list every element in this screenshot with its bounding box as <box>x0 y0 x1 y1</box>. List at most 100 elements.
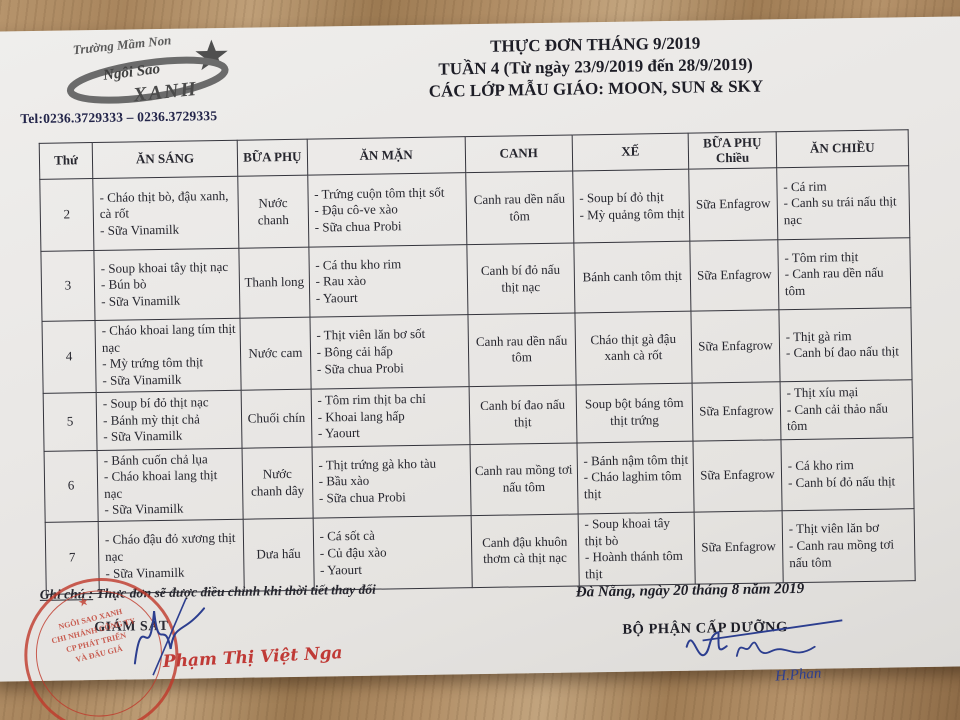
menu-item-line: - Sữa Vinamilk <box>102 371 182 388</box>
cell-day: 5 <box>43 392 98 451</box>
cell-bua-phu: Dưa hấu <box>243 518 314 591</box>
cell-an-chieu: - Thịt xíu mại - Canh cải thảo nấu tôm <box>779 379 913 440</box>
menu-item-line: - Sữa chua Probi <box>318 489 406 506</box>
menu-item-line: - Canh bí đao nấu thịt <box>785 343 900 361</box>
menu-item-line: - Sữa Vinamilk <box>103 427 183 445</box>
supervisor-signature-ink <box>133 598 206 676</box>
menu-item-line: - Soup khoai tây thịt nạc <box>100 258 229 276</box>
menu-item-line: - Mỳ trứng tôm thịt <box>102 354 204 372</box>
cell-canh: Canh bí đao nấu thịt <box>468 384 577 445</box>
document-title-block: THỰC ĐƠN THÁNG 9/2019 TUẦN 4 (Từ ngày 23… <box>315 30 876 105</box>
menu-item-line: - Cháo thịt bò, đậu xanh, cà rốt <box>99 187 229 222</box>
menu-item-line: - Canh bí đỏ nấu thịt <box>787 473 896 490</box>
kitchen-dept-signature-ink <box>685 619 843 657</box>
cell-bua-phu: Nước chanh dây <box>242 446 313 520</box>
menu-item-line: - Thịt gà rim <box>785 327 852 344</box>
menu-table-row: 6- Bánh cuốn chả lụa - Cháo khoai lang th… <box>44 437 915 523</box>
cell-canh: Canh rau mồng tơi nấu tôm <box>469 442 578 516</box>
cell-bua-phu-chieu: Sữa Enfagrow <box>691 309 780 383</box>
logo-name-line1: Ngôi Sao <box>101 61 161 84</box>
cell-bua-phu-chieu: Sữa Enfagrow <box>689 239 779 312</box>
cell-canh: Canh rau dền nấu tôm <box>465 171 574 245</box>
menu-item-line: - Cháo đậu đỏ xương thịt nạc <box>104 530 236 564</box>
cell-bua-phu: Thanh long <box>238 247 310 319</box>
phone-numbers: Tel:0236.3729333 – 0236.3729335 <box>20 108 218 127</box>
menu-item-line: - Cá rim <box>783 178 827 194</box>
col-header-afternoon-snack: BỮA PHỤ Chiều <box>688 131 777 170</box>
menu-item-line: - Hoành thánh tôm thịt <box>584 548 683 582</box>
weekly-menu-table: Thứ ĂN SÁNG BỮA PHỤ ĂN MẶN CANH XẾ BỮA P… <box>39 129 916 594</box>
swoosh-ellipse <box>66 56 229 104</box>
cell-bua-phu-chieu: Sữa Enfagrow <box>692 381 781 441</box>
menu-table-row: 2- Cháo thịt bò, đậu xanh, cà rốt - Sữa V… <box>39 165 910 252</box>
menu-item-line: - Soup bí đỏ thịt nạc <box>102 394 209 411</box>
menu-item-line: - Sữa Vinamilk <box>99 221 180 238</box>
menu-item-line: - Bánh mỳ thịt chả <box>102 411 200 428</box>
afternoon-snack-label: BỮA PHỤ <box>702 134 762 151</box>
menu-item-line: - Thịt xíu mại <box>786 384 859 401</box>
cell-an-sang: - Cháo thịt bò, đậu xanh, cà rốt - Sữa Vi… <box>92 176 239 251</box>
cell-day: 4 <box>42 320 97 393</box>
menu-item-line: - Cháo laghim tôm thịt <box>583 468 682 502</box>
col-header-main-dish: ĂN MẶN <box>306 136 466 176</box>
menu-table-body: 2- Cháo thịt bò, đậu xanh, cà rốt - Sữa V… <box>39 165 916 594</box>
menu-sheet: Trường Mầm Non Ngôi Sao XANH Tel:0236.37… <box>0 16 960 720</box>
col-header-snack: BỮA PHỤ <box>237 139 308 177</box>
menu-item-line: - Thịt viên lăn bơ <box>788 520 880 537</box>
cell-an-sang: - Bánh cuốn chả lụa - Cháo khoai lang thị… <box>97 447 244 522</box>
afternoon-snack-sublabel: Chiều <box>715 149 750 165</box>
school-logo: Trường Mầm Non Ngôi Sao XANH <box>51 32 262 116</box>
cell-an-man: - Trứng cuộn tôm thịt sốt - Đậu cô-ve xào… <box>307 172 467 248</box>
cell-an-chieu: - Tôm rim thịt - Canh rau dền nấu tôm <box>777 237 911 310</box>
menu-item-line: - Soup khoai tây thịt bò <box>584 515 671 548</box>
cell-an-chieu: - Cá kho rim - Canh bí đỏ nấu thịt <box>780 437 915 511</box>
cell-canh: Canh rau dền nấu tôm <box>467 312 576 387</box>
menu-item-line: - Sữa chua Probi <box>314 218 402 235</box>
cell-an-sang: - Cháo khoai lang tím thịt nạc - Mỳ trứng… <box>95 318 242 393</box>
cell-day: 6 <box>44 450 99 523</box>
cell-an-man: - Cá thu kho rim - Rau xào - Yaourt <box>308 244 468 318</box>
cell-bua-phu: Chuối chín <box>241 388 312 448</box>
star-swoosh-logo-icon: Trường Mầm Non Ngôi Sao XANH <box>66 32 229 106</box>
cell-canh: Canh bí đỏ nấu thịt nạc <box>466 243 575 315</box>
menu-item-line: - Canh su trái nấu thịt nạc <box>783 193 897 228</box>
menu-item-line: - Tôm rim thịt <box>784 248 859 265</box>
cell-day: 2 <box>39 178 94 252</box>
menu-item-line: - Canh rau mồng tơi nấu tôm <box>788 536 895 570</box>
menu-item-line: - Soup bí đỏ thịt <box>579 188 664 206</box>
cell-an-man: - Thịt viên lăn bơ sốt - Bông cải hấp - Sữ… <box>309 314 469 389</box>
cell-xe: - Bánh nậm tôm thịt - Cháo laghim tôm thị… <box>576 440 695 514</box>
col-header-breakfast: ĂN SÁNG <box>92 140 238 179</box>
cell-an-sang: - Soup khoai tây thịt nạc - Bún bò - Sữa V… <box>93 248 241 321</box>
menu-item-line: - Yaourt <box>315 289 358 306</box>
cell-bua-phu-chieu: Sữa Enfagrow <box>688 167 778 242</box>
cell-xe: Soup bột báng tôm thịt trứng <box>575 382 694 443</box>
menu-item-line: - Canh cải thảo nấu tôm <box>786 400 889 434</box>
cell-xe: - Soup khoai tây thịt bò - Hoành thánh tô… <box>577 512 696 586</box>
menu-item-line: - Yaourt <box>319 561 363 578</box>
cell-xe: Bánh canh tôm thịt <box>573 241 692 313</box>
cell-bua-phu-chieu: Sữa Enfagrow <box>694 510 784 584</box>
kitchen-dept-signature-name: H.Phan <box>774 665 822 685</box>
cell-an-chieu: - Cá rim - Canh su trái nấu thịt nạc <box>776 165 910 240</box>
menu-item-line: - Cháo khoai lang thịt nạc <box>103 467 218 501</box>
menu-item-line: - Mỳ quảng tôm thịt <box>579 205 685 222</box>
cell-an-man: - Cá sốt cà - Củ đậu xào - Yaourt <box>312 515 473 590</box>
cell-an-chieu: - Thịt gà rim - Canh bí đao nấu thịt <box>778 307 913 382</box>
col-header-afternoon-meal: ĂN CHIỀU <box>775 129 909 168</box>
cell-day: 3 <box>40 250 96 322</box>
cell-bua-phu: Nước chanh <box>237 175 309 249</box>
menu-item-line: - Bánh nậm tôm thịt <box>583 451 689 469</box>
col-header-soup: CANH <box>464 135 573 173</box>
menu-table-row: 4- Cháo khoai lang tím thịt nạc - Mỳ trứn… <box>42 307 913 393</box>
menu-item-line: - Trứng cuộn tôm thịt sốt <box>314 184 445 202</box>
menu-item-line: - Bánh cuốn chả lụa <box>103 450 208 468</box>
menu-item-line: - Bún bò <box>100 276 147 293</box>
logo-top-text: Trường Mầm Non <box>72 35 172 57</box>
cell-bua-phu-chieu: Sữa Enfagrow <box>693 439 782 513</box>
menu-item-line: - Cháo khoai lang tím thịt nạc <box>101 320 236 355</box>
cell-xe: Cháo thịt gà đậu xanh cà rốt <box>574 311 693 385</box>
menu-item-line: - Yaourt <box>317 425 360 441</box>
menu-item-line: - Canh rau dền nấu tôm <box>784 264 884 298</box>
